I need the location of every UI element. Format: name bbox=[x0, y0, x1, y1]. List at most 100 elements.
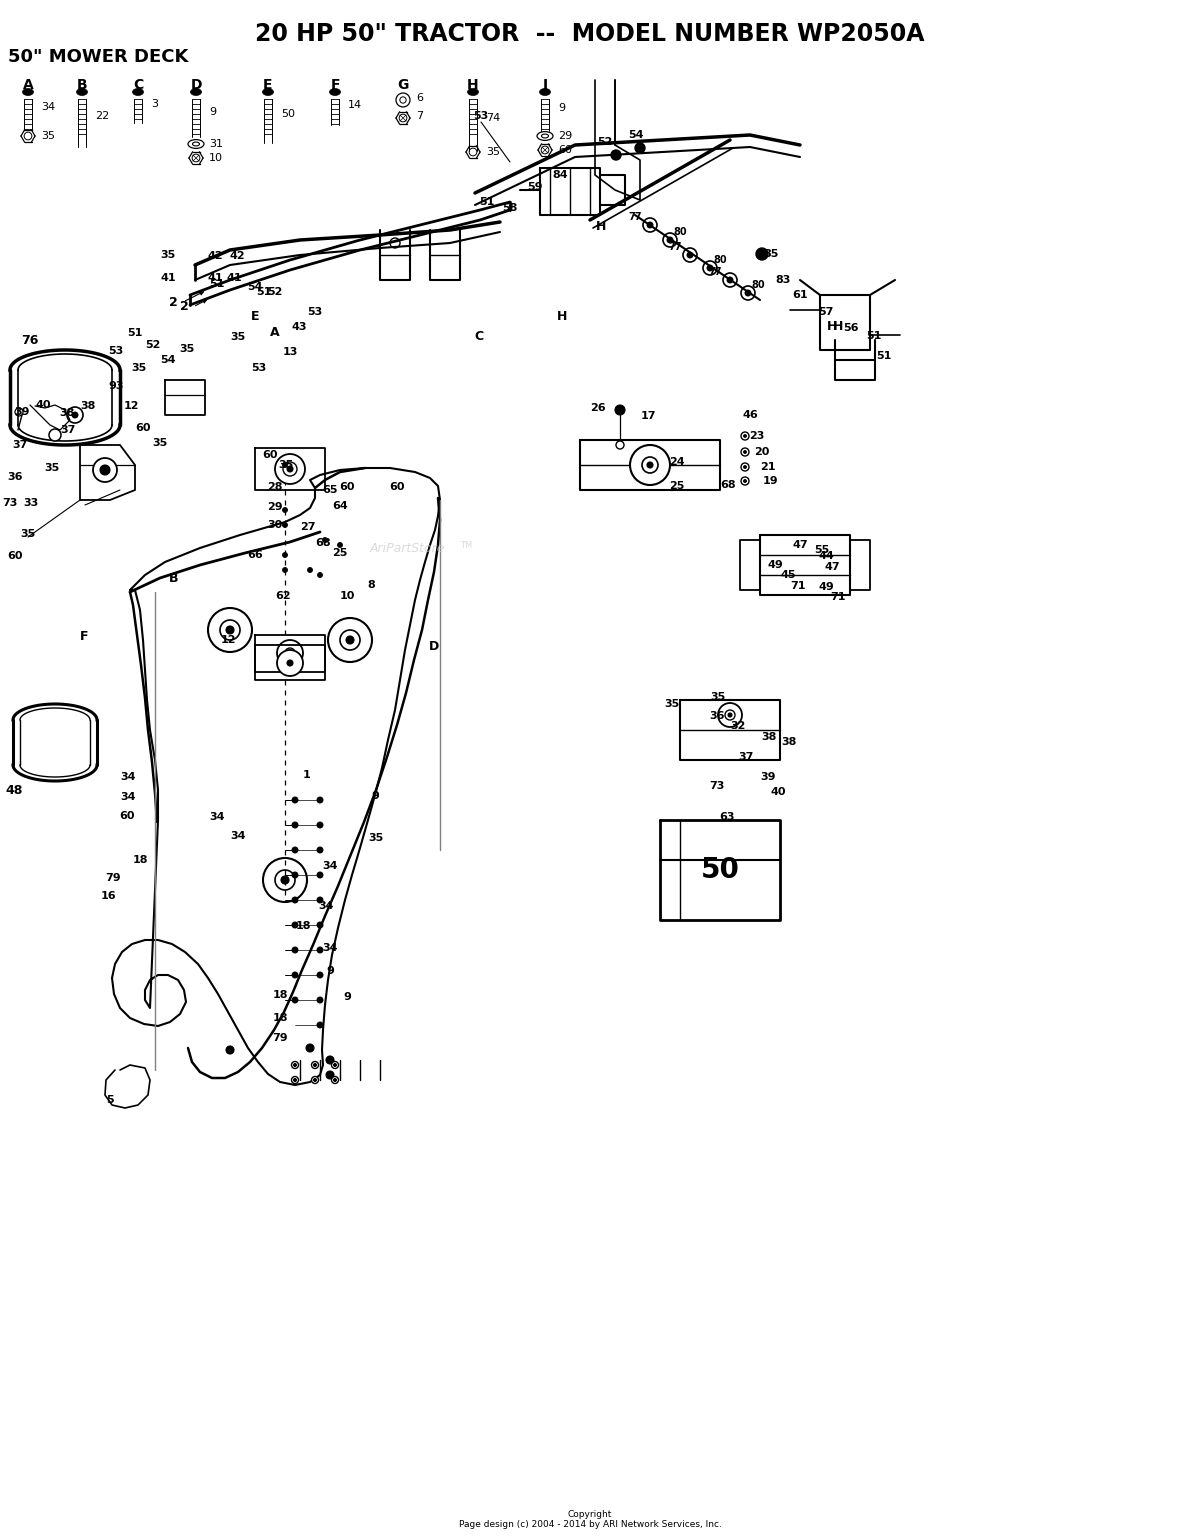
Circle shape bbox=[326, 1071, 334, 1078]
Text: 54: 54 bbox=[160, 355, 176, 366]
Text: 44: 44 bbox=[818, 551, 834, 561]
Circle shape bbox=[282, 522, 288, 527]
Circle shape bbox=[317, 846, 323, 852]
Circle shape bbox=[317, 948, 323, 952]
Text: 80: 80 bbox=[673, 227, 687, 237]
Text: 59: 59 bbox=[527, 181, 543, 192]
Circle shape bbox=[340, 630, 360, 650]
Text: 41: 41 bbox=[227, 273, 242, 283]
Circle shape bbox=[72, 412, 78, 418]
Text: J: J bbox=[543, 78, 548, 92]
Text: 46: 46 bbox=[742, 410, 758, 419]
Text: 51: 51 bbox=[209, 280, 224, 289]
Text: 77: 77 bbox=[628, 212, 642, 223]
Circle shape bbox=[291, 922, 299, 928]
Circle shape bbox=[322, 538, 328, 542]
Circle shape bbox=[314, 1063, 316, 1066]
Text: 32: 32 bbox=[730, 720, 746, 731]
Circle shape bbox=[611, 151, 621, 160]
Ellipse shape bbox=[77, 89, 87, 95]
Circle shape bbox=[328, 617, 372, 662]
Circle shape bbox=[346, 636, 354, 644]
Circle shape bbox=[275, 455, 304, 484]
Text: 5: 5 bbox=[106, 1095, 113, 1104]
Circle shape bbox=[741, 449, 749, 456]
Text: 40: 40 bbox=[771, 786, 786, 797]
Text: A: A bbox=[270, 326, 280, 338]
Text: 29: 29 bbox=[558, 131, 572, 141]
Circle shape bbox=[294, 1078, 296, 1081]
Text: 68: 68 bbox=[720, 479, 736, 490]
Circle shape bbox=[332, 1077, 339, 1083]
Text: F: F bbox=[330, 78, 340, 92]
Text: 21: 21 bbox=[760, 462, 775, 472]
Circle shape bbox=[616, 441, 624, 449]
Circle shape bbox=[615, 406, 625, 415]
Circle shape bbox=[741, 432, 749, 439]
Circle shape bbox=[291, 797, 299, 803]
Text: 9: 9 bbox=[209, 108, 216, 117]
Ellipse shape bbox=[542, 134, 549, 138]
Text: 51: 51 bbox=[876, 352, 891, 361]
Text: 85: 85 bbox=[763, 249, 779, 260]
Text: 13: 13 bbox=[282, 347, 297, 356]
Text: 77: 77 bbox=[668, 243, 682, 252]
Text: 47: 47 bbox=[824, 562, 840, 571]
Text: 50" MOWER DECK: 50" MOWER DECK bbox=[8, 48, 189, 66]
Circle shape bbox=[317, 872, 323, 879]
Text: 12: 12 bbox=[221, 634, 236, 645]
Circle shape bbox=[756, 247, 768, 260]
Text: 65: 65 bbox=[322, 485, 337, 495]
Text: Copyright
Page design (c) 2004 - 2014 by ARI Network Services, Inc.: Copyright Page design (c) 2004 - 2014 by… bbox=[459, 1510, 721, 1530]
Text: 49: 49 bbox=[767, 561, 782, 570]
Text: 37: 37 bbox=[739, 753, 754, 762]
Circle shape bbox=[717, 703, 742, 727]
Text: D: D bbox=[190, 78, 202, 92]
Text: 20: 20 bbox=[754, 447, 769, 458]
Circle shape bbox=[317, 822, 323, 828]
Circle shape bbox=[67, 407, 83, 422]
Circle shape bbox=[743, 479, 747, 482]
Text: 28: 28 bbox=[267, 482, 283, 492]
Text: 57: 57 bbox=[818, 307, 834, 316]
Circle shape bbox=[291, 846, 299, 852]
Text: 10: 10 bbox=[209, 154, 223, 163]
Circle shape bbox=[334, 1063, 336, 1066]
Text: 53: 53 bbox=[109, 346, 124, 356]
Ellipse shape bbox=[539, 89, 551, 95]
Circle shape bbox=[667, 237, 673, 243]
Text: 60: 60 bbox=[340, 482, 355, 492]
Text: 33: 33 bbox=[24, 498, 39, 508]
Circle shape bbox=[317, 922, 323, 928]
Text: C: C bbox=[474, 330, 484, 344]
Circle shape bbox=[291, 872, 299, 879]
Text: 35: 35 bbox=[664, 699, 680, 710]
Circle shape bbox=[317, 997, 323, 1003]
Text: 16: 16 bbox=[100, 891, 116, 902]
Ellipse shape bbox=[537, 132, 553, 140]
Text: 20 HP 50" TRACTOR  --  MODEL NUMBER WP2050A: 20 HP 50" TRACTOR -- MODEL NUMBER WP2050… bbox=[255, 22, 925, 46]
Text: 34: 34 bbox=[120, 773, 136, 782]
Ellipse shape bbox=[467, 89, 479, 95]
Text: 60: 60 bbox=[119, 811, 135, 822]
Circle shape bbox=[647, 223, 653, 227]
Text: H: H bbox=[557, 310, 568, 324]
Text: 38: 38 bbox=[59, 409, 74, 418]
Text: 60: 60 bbox=[7, 551, 22, 561]
Text: 45: 45 bbox=[780, 570, 795, 581]
Circle shape bbox=[287, 465, 293, 472]
Circle shape bbox=[227, 1046, 234, 1054]
Circle shape bbox=[291, 948, 299, 952]
Text: 34: 34 bbox=[209, 813, 224, 822]
Circle shape bbox=[294, 1063, 296, 1066]
Text: 49: 49 bbox=[818, 582, 834, 591]
Circle shape bbox=[312, 1061, 319, 1069]
Text: 50: 50 bbox=[281, 109, 295, 118]
Text: 6: 6 bbox=[417, 94, 422, 103]
Text: 52: 52 bbox=[268, 287, 283, 296]
Circle shape bbox=[337, 542, 342, 547]
Text: 76: 76 bbox=[21, 333, 39, 347]
Text: 79: 79 bbox=[273, 1034, 288, 1043]
Text: 35: 35 bbox=[278, 459, 294, 470]
Text: 10: 10 bbox=[340, 591, 355, 601]
